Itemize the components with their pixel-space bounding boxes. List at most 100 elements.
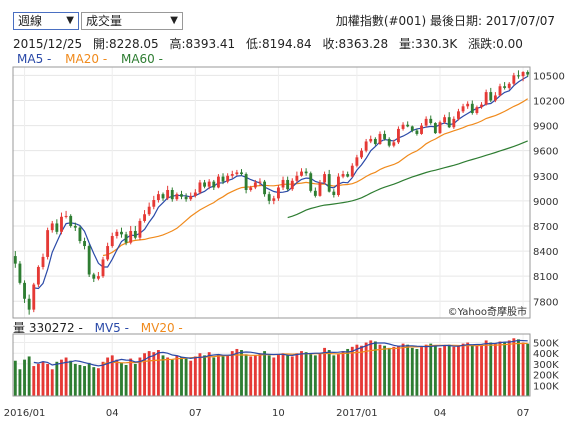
candle [295, 171, 299, 183]
candle [175, 192, 179, 201]
candle-body [60, 216, 63, 232]
candle-body [258, 181, 262, 183]
candle-body [156, 194, 160, 201]
price-tick-label: 9900 [533, 122, 558, 133]
candle-body [13, 256, 17, 264]
volume-bar [470, 344, 474, 396]
candle [341, 170, 345, 179]
candle-body [475, 107, 479, 114]
candle [221, 173, 225, 185]
candle-body [304, 171, 308, 174]
price-axis: 10500 10200 9900 9600 9300 9000 8700 8400 8100 78… [533, 71, 565, 308]
volume-bar [156, 350, 160, 396]
candle-body [447, 117, 451, 128]
candle [249, 185, 253, 192]
candle [397, 126, 400, 144]
candle-body [55, 223, 59, 232]
volume-bar [493, 343, 497, 396]
candle-body [457, 111, 460, 119]
period-select[interactable]: 週線 ▼ [13, 12, 79, 30]
candle [138, 218, 142, 241]
candle [420, 123, 423, 135]
period-select-value: 週線 [18, 14, 43, 28]
candle-body [313, 190, 317, 196]
candle [263, 179, 267, 197]
candle [378, 131, 382, 145]
candle [373, 137, 377, 146]
candle-body [110, 236, 114, 247]
chevron-down-icon: ▼ [170, 15, 178, 26]
candle [512, 72, 516, 86]
candle-body [244, 174, 248, 190]
volume-bar [203, 355, 206, 396]
candle-body [207, 181, 211, 187]
volume-bar [341, 351, 345, 396]
candle-body [507, 83, 511, 88]
candle-body [281, 179, 285, 188]
candle [470, 100, 474, 115]
candle-body [46, 230, 50, 257]
volume-bar [36, 363, 40, 396]
candle [106, 242, 110, 262]
candle-body [360, 150, 363, 158]
volume-bar [475, 345, 479, 396]
candle [355, 154, 359, 168]
x-tick-label: 07 [517, 408, 530, 419]
candle-body [161, 194, 165, 199]
candle-body [267, 194, 271, 201]
volume-bar [170, 359, 174, 396]
candle [475, 105, 479, 115]
candle-body [133, 230, 137, 238]
volume-bar [249, 356, 253, 396]
index-header: 加權指數(#001) 最後日期: 2017/07/07 [300, 12, 555, 29]
volume-bar [180, 357, 183, 396]
volume-bar [198, 353, 202, 396]
candle-body [50, 223, 54, 231]
candle-body [498, 86, 502, 96]
volume-bar [424, 344, 428, 396]
candle [166, 185, 170, 201]
candle [161, 192, 165, 201]
candle-body [424, 118, 428, 126]
x-tick-label: 04 [434, 408, 447, 419]
volume-bar [263, 351, 267, 396]
volume-bar [143, 353, 146, 396]
volume-bar [23, 359, 26, 396]
volume-bar [512, 338, 516, 396]
legend-mv20: MV20 - [140, 321, 183, 335]
price-grid [13, 67, 530, 318]
candle-body [433, 123, 437, 134]
candle-body [373, 138, 377, 144]
mv5-line [33, 339, 528, 367]
volume-bar [46, 363, 50, 396]
candle [300, 168, 303, 177]
candle-body [101, 259, 105, 277]
candle-body [350, 165, 354, 177]
candle-body [73, 225, 77, 228]
price-tick-label: 7800 [533, 297, 558, 308]
candle-body [189, 195, 193, 200]
legend-volume: 量 330272 - [13, 321, 83, 335]
candle-body [272, 198, 276, 201]
ohlc-change: 漲跌:0.00 [468, 37, 523, 51]
volume-bar [281, 353, 285, 396]
candle [332, 189, 336, 198]
volume-bar [253, 355, 257, 396]
candle [360, 148, 363, 160]
volume-bar [115, 359, 119, 396]
candle [184, 193, 188, 202]
candle-body [410, 126, 414, 131]
price-tick-label: 8400 [533, 247, 558, 258]
volume-bar [235, 348, 239, 396]
candle-body [341, 174, 345, 177]
volume-bar [295, 353, 299, 396]
volume-bar [60, 359, 63, 396]
last-date: 最後日期: 2017/07/07 [429, 14, 555, 28]
indicator-select[interactable]: 成交量 ▼ [81, 12, 183, 30]
ohlc-readout: 2015/12/25 開:8228.05 高:8393.41 低:8194.84… [13, 35, 530, 52]
candle-body [27, 298, 31, 310]
candle [443, 114, 447, 124]
candle [318, 179, 322, 197]
candle-body [83, 241, 86, 247]
